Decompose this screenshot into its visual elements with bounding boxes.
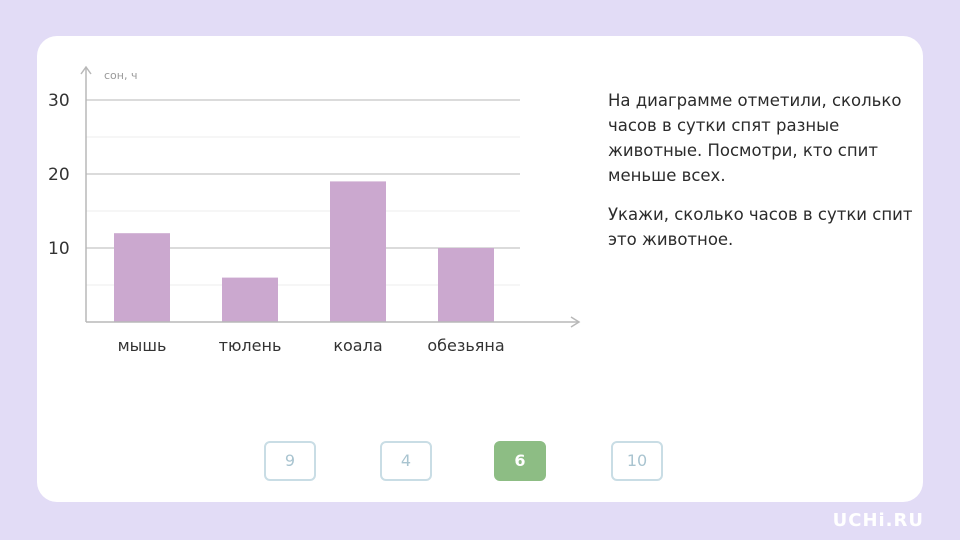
category-label: тюлень bbox=[219, 336, 282, 355]
bar-3 bbox=[330, 181, 386, 322]
y-tick-label: 10 bbox=[48, 239, 70, 259]
x-axis-arrow bbox=[570, 316, 581, 328]
y-axis-arrow bbox=[80, 65, 92, 75]
bar-4 bbox=[438, 248, 494, 322]
answer-options: 9 4 6 10 bbox=[0, 441, 960, 485]
question-text: На диаграмме отметили, сколько часов в с… bbox=[608, 88, 918, 266]
y-tick-label: 20 bbox=[48, 165, 70, 185]
category-label: мышь bbox=[118, 336, 167, 355]
answer-option-3[interactable]: 6 bbox=[494, 441, 546, 481]
y-axis-title: сон, ч bbox=[104, 69, 137, 82]
y-tick-label: 30 bbox=[48, 91, 70, 111]
brand-logo: UCHi.RU bbox=[832, 510, 924, 531]
question-paragraph-2: Укажи, сколько часов в сутки спит это жи… bbox=[608, 205, 913, 249]
category-label: обезьяна bbox=[427, 336, 504, 355]
question-paragraph-1: На диаграмме отметили, сколько часов в с… bbox=[608, 91, 902, 185]
answer-option-1[interactable]: 9 bbox=[264, 441, 316, 481]
category-label: коала bbox=[333, 336, 382, 355]
answer-option-2[interactable]: 4 bbox=[380, 441, 432, 481]
answer-option-4[interactable]: 10 bbox=[611, 441, 663, 481]
bar-2 bbox=[222, 277, 278, 322]
bar-1 bbox=[114, 233, 170, 322]
